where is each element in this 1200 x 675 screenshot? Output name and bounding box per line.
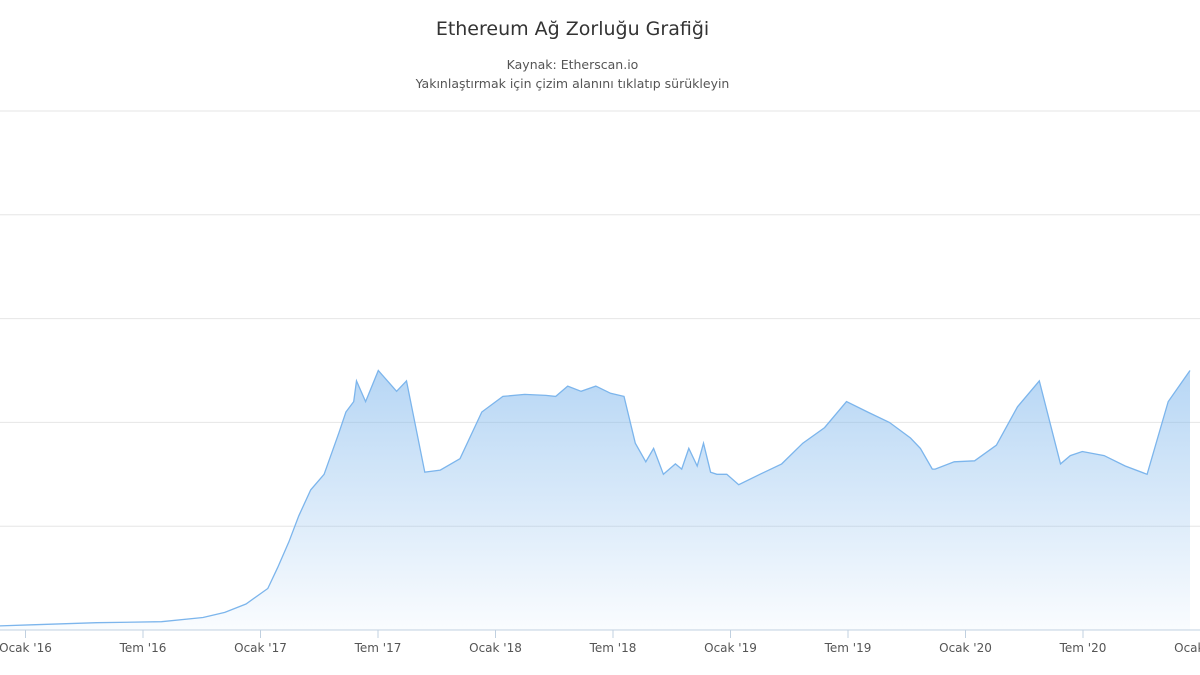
- x-tick-label: Ocak '21: [1174, 641, 1200, 655]
- x-tick-label: Tem '18: [589, 641, 637, 655]
- x-tick-label: Ocak '16: [0, 641, 52, 655]
- chart-subtitle-hint: Yakınlaştırmak için çizim alanını tıklat…: [415, 76, 730, 91]
- chart-subtitle-source: Kaynak: Etherscan.io: [506, 57, 639, 72]
- x-tick-label: Ocak '20: [939, 641, 992, 655]
- series-area: [0, 370, 1190, 630]
- x-axis: Ocak '16 Tem '16 Ocak '17 Tem '17 Ocak '18 Te…: [0, 630, 1200, 655]
- x-tick-label: Tem '20: [1059, 641, 1107, 655]
- x-tick-label: Ocak '18: [469, 641, 522, 655]
- x-tick-label: Tem '19: [824, 641, 872, 655]
- series-line: [0, 369, 1191, 627]
- x-tick-label: Ocak '17: [234, 641, 287, 655]
- x-tick-label: Ocak '19: [704, 641, 757, 655]
- x-tick-label: Tem '16: [119, 641, 167, 655]
- x-tick-label: Tem '17: [354, 641, 402, 655]
- chart-title: Ethereum Ağ Zorluğu Grafiği: [435, 18, 710, 40]
